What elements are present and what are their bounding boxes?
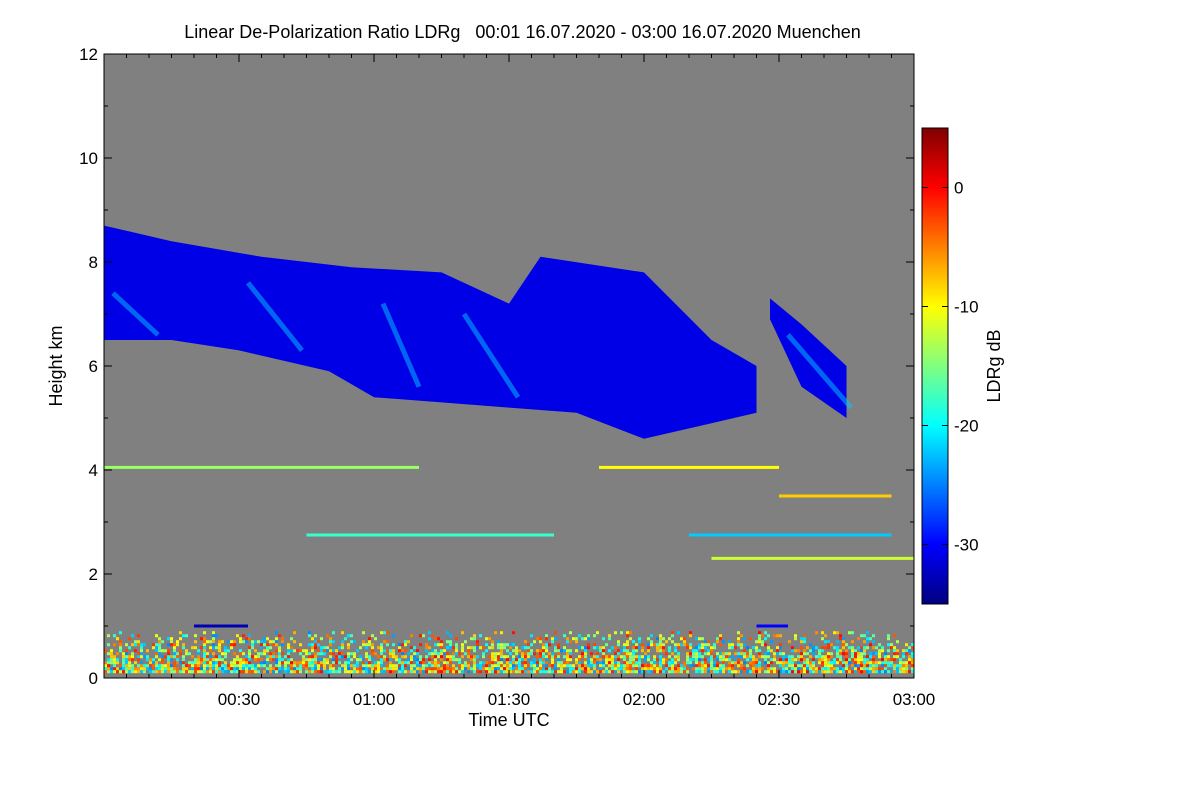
y-tick-label: 8 [89,253,98,272]
colorbar-label: LDRg dB [984,329,1004,402]
x-tick-label: 00:30 [218,690,261,709]
y-tick-label: 4 [89,461,98,480]
y-axis-label: Height km [46,325,66,406]
y-tick-label: 0 [89,669,98,688]
x-tick-label: 02:30 [758,690,801,709]
aerosol-line [689,533,892,537]
colorbar-tick-label: 0 [954,179,963,198]
aerosol-line [756,624,788,628]
y-tick-label: 2 [89,565,98,584]
cloud-streak [111,291,160,337]
aerosol-line [104,465,419,469]
colorbar-tick-label: -10 [954,298,979,317]
x-tick-label: 01:00 [353,690,396,709]
cloud-streak [380,302,422,388]
aerosol-line [711,556,914,560]
x-tick-label: 03:00 [893,690,936,709]
cloud-streak [246,281,304,352]
colorbar-tick-label: -30 [954,536,979,555]
x-tick-label: 01:30 [488,690,531,709]
colorbar [921,127,949,605]
y-tick-label: 12 [79,45,98,64]
heatmap-area [104,225,914,674]
aerosol-line [599,465,779,469]
colorbar-tick-label: -20 [954,417,979,436]
colorbar-ticks: 0 -10 -20 -30 [922,179,979,555]
cloud-layer [104,225,757,439]
y-tick-label: 6 [89,357,98,376]
cloud-streak [786,333,853,410]
y-axis: 0 2 4 6 8 10 12 [79,45,914,688]
cloud-streak [461,312,521,399]
aerosol-line [779,494,892,498]
x-axis: 00:30 01:00 01:30 02:00 02:30 03:00 [126,54,936,709]
y-tick-label: 10 [79,149,98,168]
aerosol-line [306,533,554,537]
boundary-layer [104,631,914,674]
aerosol-line [194,624,248,628]
chart-title: Linear De-Polarization Ratio LDRg 00:01 … [184,22,861,42]
x-tick-label: 02:00 [623,690,666,709]
x-axis-label: Time UTC [468,710,549,730]
